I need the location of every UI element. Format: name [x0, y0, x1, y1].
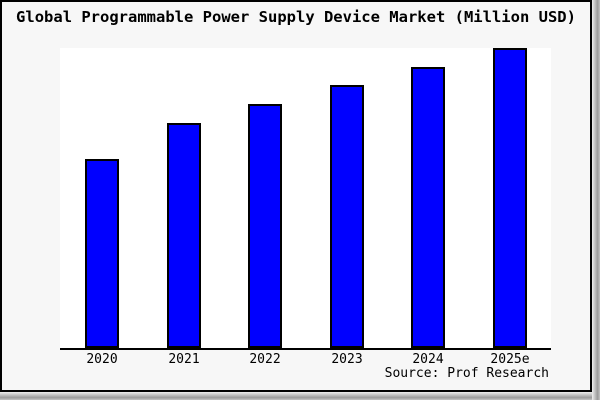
x-tick-label-2021: 2021 — [168, 352, 200, 367]
source-credit: Source: Prof Research — [384, 366, 549, 381]
bar-2023 — [330, 85, 364, 348]
x-tick-label-2023: 2023 — [331, 352, 363, 367]
x-tick-label-2022: 2022 — [249, 352, 281, 367]
bar-2025e — [493, 48, 527, 348]
bar-2021 — [167, 123, 201, 348]
shadow-right-edge — [592, 0, 600, 400]
bar-2020 — [85, 159, 119, 348]
chart-canvas: Global Programmable Power Supply Device … — [0, 0, 592, 392]
x-tick-label-2024: 2024 — [412, 352, 444, 367]
plot-area — [60, 48, 551, 350]
x-tick-label-2020: 2020 — [86, 352, 118, 367]
bar-2024 — [411, 67, 445, 348]
x-tick-label-2025e: 2025e — [490, 352, 530, 367]
bar-2022 — [248, 104, 282, 348]
chart-title: Global Programmable Power Supply Device … — [16, 8, 576, 26]
shadow-bottom-edge — [0, 392, 592, 400]
